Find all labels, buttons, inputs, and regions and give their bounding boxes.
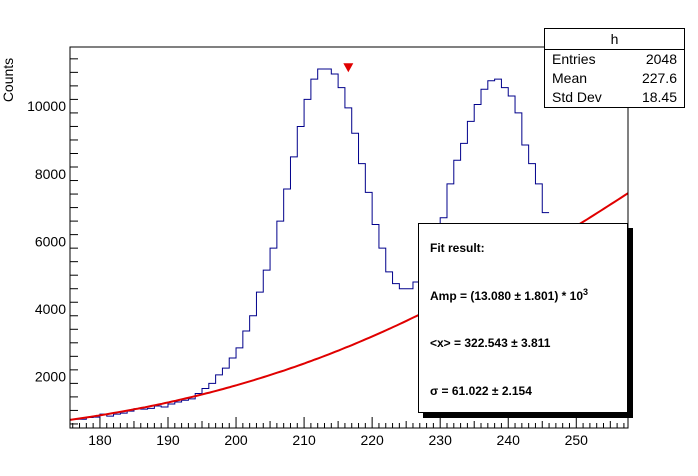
fit-amp: Amp = (13.080 ± 1.801) * 103: [430, 287, 588, 303]
x-tick-label: 190: [156, 432, 180, 448]
x-tick-label: 240: [497, 432, 521, 448]
stats-value: 2048: [645, 51, 677, 67]
y-tick-label: 10000: [27, 98, 66, 114]
peak-marker: [343, 63, 354, 73]
stats-box: h Entries 2048 Mean 227.6 Std Dev 18.45: [544, 28, 685, 108]
histogram-series: [72, 68, 550, 420]
stats-label: Std Dev: [552, 89, 602, 105]
stats-title: h: [545, 29, 684, 50]
y-axis-label: Counts: [0, 57, 17, 103]
y-tick-label: 2000: [35, 369, 66, 385]
fit-sigma: σ = 61.022 ± 2.154: [430, 384, 532, 398]
fit-amp-exponent: 3: [583, 287, 589, 297]
x-tick-label: 180: [88, 432, 112, 448]
stats-value: 18.45: [641, 89, 677, 105]
fit-header: Fit result:: [430, 241, 485, 255]
x-tick-label: 200: [224, 432, 248, 448]
y-tick-label: 8000: [35, 166, 66, 182]
x-tick-label: 220: [360, 432, 384, 448]
plot-frame: [69, 46, 629, 429]
stats-row: Std Dev 18.45: [545, 88, 684, 107]
stats-row: Entries 2048: [545, 50, 684, 69]
x-tick-label: 210: [292, 432, 316, 448]
fit-amp-text: Amp = (13.080 ± 1.801) * 10: [430, 289, 584, 303]
stats-value: 227.6: [641, 70, 677, 86]
stats-row: Mean 227.6: [545, 69, 684, 88]
x-tick-label: 230: [429, 432, 453, 448]
stats-label: Mean: [552, 70, 588, 86]
stats-label: Entries: [552, 51, 596, 67]
fit-result-box: Fit result: Amp = (13.080 ± 1.801) * 103…: [418, 223, 628, 413]
y-tick-label: 4000: [35, 301, 66, 317]
y-tick-label: 6000: [35, 233, 66, 249]
x-tick-label: 250: [565, 432, 589, 448]
fit-mean: <x> = 322.543 ± 3.811: [430, 336, 551, 350]
